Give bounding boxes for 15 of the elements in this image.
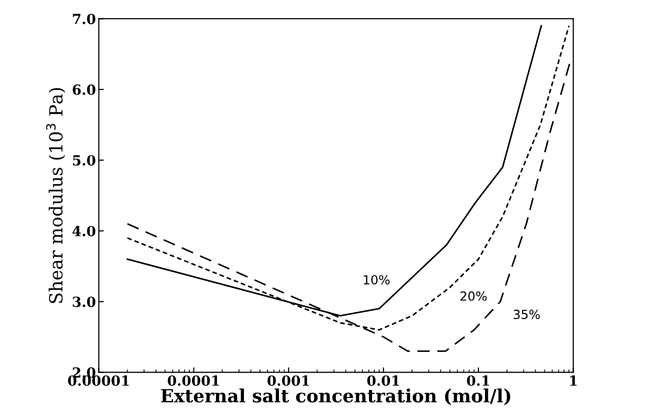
y-axis-title: Shear modulus (10$^{3}$ Pa) — [46, 88, 66, 303]
series-label: 20% — [460, 291, 487, 301]
x-axis-title: External salt concentration (mol/l) — [161, 388, 510, 406]
x-tick-label: 0.001 — [268, 375, 309, 386]
x-tick-label: 1 — [570, 375, 577, 386]
y-tick-label: 3.0 — [72, 296, 96, 308]
x-tick-label: 0.0001 — [168, 375, 219, 386]
y-tick-label: 5.0 — [73, 155, 96, 166]
series-label: 10% — [364, 275, 390, 285]
y-tick-label: 4.0 — [72, 226, 96, 236]
series-label: 35% — [514, 310, 540, 320]
y-tick-label: 7.0 — [72, 14, 96, 24]
x-tick-label: 0.01 — [367, 375, 400, 386]
x-tick-label: 0.1 — [466, 375, 490, 386]
y-tick-label: 6.0 — [72, 84, 96, 95]
